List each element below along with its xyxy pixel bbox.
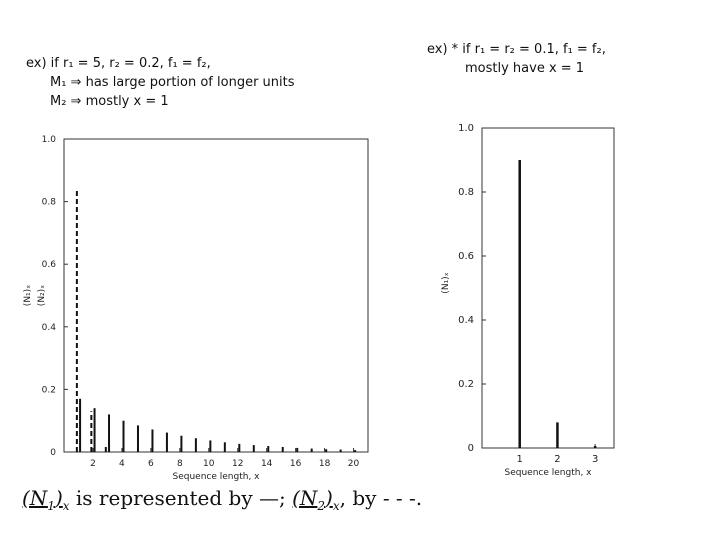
y-tick-label: 0.4 (458, 315, 474, 326)
x-tick-label: 3 (592, 454, 598, 465)
caption-n1-symbol: (N1) (22, 486, 63, 513)
x-tick-label: 6 (148, 459, 154, 469)
caption-n1-subscript: x (62, 499, 70, 513)
y-tick-label: 0 (468, 443, 474, 454)
right-note-line-2: mostly have x = 1 (465, 61, 585, 76)
x-tick-label: 20 (348, 459, 360, 469)
caption-n2-subscript: x (332, 499, 340, 513)
x-tick-label: 14 (261, 459, 273, 469)
left-example-note: ex) if r₁ = 5, r₂ = 0.2, f₁ = f₂, M₁ ⇒ h… (26, 54, 295, 111)
right-note-line-1: ex) * if r₁ = r₂ = 0.1, f₁ = f₂, (427, 42, 606, 57)
x-tick-label: 18 (319, 459, 331, 469)
y-axis-label-n1: (N₁)ₓ (441, 272, 451, 293)
x-tick-label: 4 (119, 459, 125, 469)
y-tick-label: 1.0 (42, 135, 57, 145)
y-tick-label: 0.2 (458, 379, 474, 390)
y-tick-label: 1.0 (458, 123, 474, 134)
y-tick-label: 0 (50, 448, 56, 458)
caption-n2-symbol: (N2) (292, 486, 333, 513)
y-tick-label: 0.6 (458, 251, 474, 262)
y-axis-label-n2: (N₂)ₓ (37, 285, 47, 306)
x-tick-label: 12 (232, 459, 243, 469)
y-axis-label-n1: (N₁)ₓ (23, 285, 33, 306)
y-tick-label: 0.2 (42, 385, 56, 395)
left-note-line-3: M₂ ⇒ mostly x = 1 (50, 94, 169, 109)
x-axis-label: Sequence length, x (505, 468, 593, 478)
y-tick-label: 0.6 (42, 260, 57, 270)
caption-mid-text: is represented by —; (69, 486, 293, 510)
x-tick-label: 2 (554, 454, 560, 465)
right-example-note: ex) * if r₁ = r₂ = 0.1, f₁ = f₂, mostly … (427, 40, 606, 78)
x-tick-label: 10 (203, 459, 215, 469)
x-tick-label: 1 (517, 454, 523, 465)
x-axis-label: Sequence length, x (173, 472, 261, 482)
left-note-line-2: M₁ ⇒ has large portion of longer units (50, 75, 295, 90)
x-tick-label: 8 (177, 459, 183, 469)
y-tick-label: 0.8 (458, 187, 474, 198)
legend-caption: (N1)x is represented by —; (N2)x, by - -… (22, 486, 422, 513)
plot-frame (63, 138, 369, 453)
caption-end-text: , by - - -. (339, 486, 423, 510)
left-note-line-1: ex) if r₁ = 5, r₂ = 0.2, f₁ = f₂, (26, 56, 211, 71)
x-tick-label: 16 (290, 459, 302, 469)
y-tick-label: 0.8 (42, 198, 57, 208)
plot-frame (481, 127, 615, 449)
x-tick-label: 2 (90, 459, 96, 469)
y-tick-label: 0.4 (42, 323, 57, 333)
